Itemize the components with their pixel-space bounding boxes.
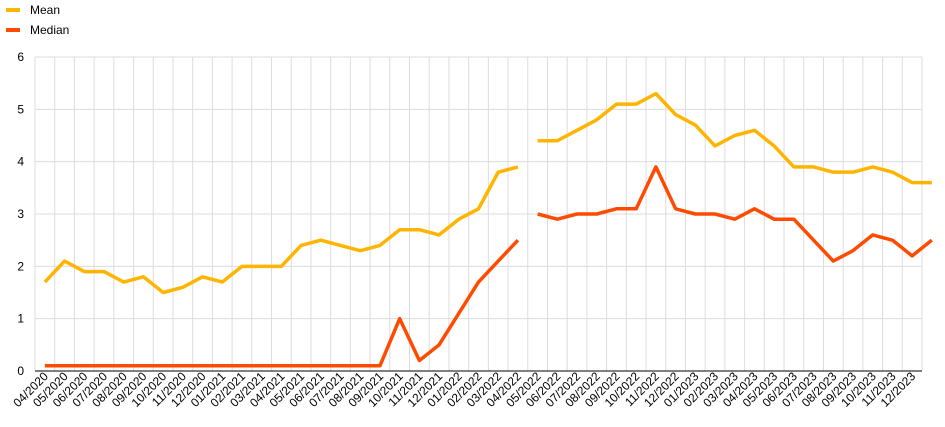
mean-line-segment [43,165,519,295]
y-tick-label: 3 [17,207,24,221]
y-tick-label: 1 [17,312,24,326]
mean-line-segment [537,91,932,185]
series-lines [43,91,933,368]
y-tick-label: 5 [17,102,24,116]
y-tick-label: 0 [17,364,24,378]
legend-label-mean: Mean [30,3,61,17]
y-tick-label: 2 [17,259,24,273]
median-line-segment [44,238,520,368]
legend-item-mean: Mean [6,0,69,20]
y-axis: 0 1 2 3 4 5 6 [17,50,24,378]
legend-swatch-mean [6,8,20,12]
chart-grid [34,56,923,372]
chart-legend: Mean Median [6,0,69,40]
legend-item-median: Median [6,20,69,40]
legend-swatch-median [6,28,20,32]
x-axis: 04/202005/202006/202007/202008/202009/20… [10,369,922,410]
y-tick-label: 6 [17,50,24,64]
y-tick-label: 4 [17,155,24,169]
legend-label-median: Median [30,23,70,37]
median-line-segment [537,165,933,263]
